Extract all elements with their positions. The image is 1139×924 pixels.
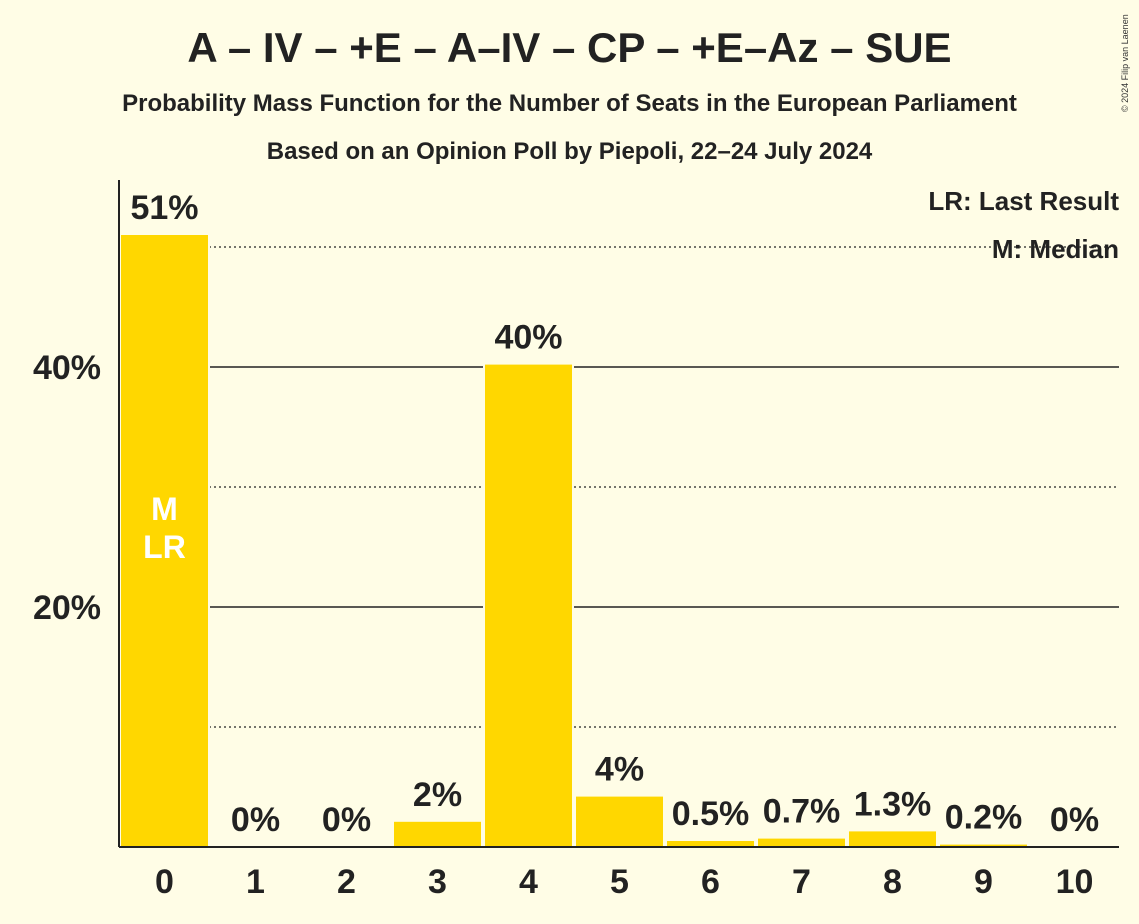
y-tick-label: 40% — [33, 349, 101, 387]
data-label: 1.3% — [854, 785, 932, 823]
x-tick-label: 3 — [428, 863, 447, 901]
bar-gap — [845, 838, 847, 847]
bar — [849, 831, 936, 847]
bar-gap — [938, 844, 940, 847]
bar-gap — [665, 841, 667, 847]
data-label: 2% — [413, 776, 462, 814]
x-tick-label: 6 — [701, 863, 720, 901]
y-tick-label: 20% — [33, 589, 101, 627]
x-tick-label: 8 — [883, 863, 902, 901]
bar — [485, 364, 572, 847]
bar-gap — [572, 364, 574, 847]
bar — [667, 841, 754, 847]
chart-title: A – IV – +E – A–IV – CP – +E–Az – SUE — [187, 24, 952, 71]
chart-subtitle: Probability Mass Function for the Number… — [122, 90, 1017, 117]
bar-gap — [663, 796, 665, 847]
bar — [940, 844, 1027, 847]
legend-last-result: LR: Last Result — [928, 186, 1119, 216]
bar-gap — [483, 364, 485, 847]
x-tick-label: 9 — [974, 863, 993, 901]
bar-gap — [756, 838, 758, 847]
legend-median: M: Median — [992, 234, 1119, 264]
median-marker: M — [151, 491, 178, 527]
data-label: 4% — [595, 751, 644, 789]
data-label: 40% — [494, 319, 562, 357]
data-label: 0.5% — [672, 795, 750, 833]
x-tick-label: 4 — [519, 863, 538, 901]
bar-gap — [208, 235, 210, 847]
x-tick-label: 5 — [610, 863, 629, 901]
bar-gap — [1027, 844, 1029, 847]
data-label: 51% — [130, 189, 198, 227]
bar-gap — [481, 821, 483, 847]
data-label: 0% — [322, 801, 371, 839]
bar-gap — [574, 796, 576, 847]
data-label: 0.2% — [945, 799, 1023, 837]
x-tick-label: 0 — [155, 863, 174, 901]
bar — [758, 838, 845, 847]
bar-gap — [392, 821, 394, 847]
bar-gap — [936, 831, 938, 847]
bar — [121, 235, 208, 847]
x-tick-label: 1 — [246, 863, 265, 901]
bar — [394, 821, 481, 847]
x-tick-label: 2 — [337, 863, 356, 901]
data-label: 0% — [231, 801, 280, 839]
chart-source: Based on an Opinion Poll by Piepoli, 22–… — [266, 138, 873, 165]
data-label: 0.7% — [763, 793, 841, 831]
data-label: 0% — [1050, 801, 1099, 839]
x-tick-label: 7 — [792, 863, 811, 901]
x-tick-label: 10 — [1056, 863, 1094, 901]
bar-gap — [847, 831, 849, 847]
last-result-marker: LR — [143, 529, 186, 565]
bar-gap — [754, 841, 756, 847]
bar — [576, 796, 663, 847]
